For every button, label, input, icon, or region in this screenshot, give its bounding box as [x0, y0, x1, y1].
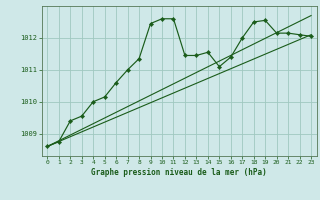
X-axis label: Graphe pression niveau de la mer (hPa): Graphe pression niveau de la mer (hPa)	[91, 168, 267, 177]
